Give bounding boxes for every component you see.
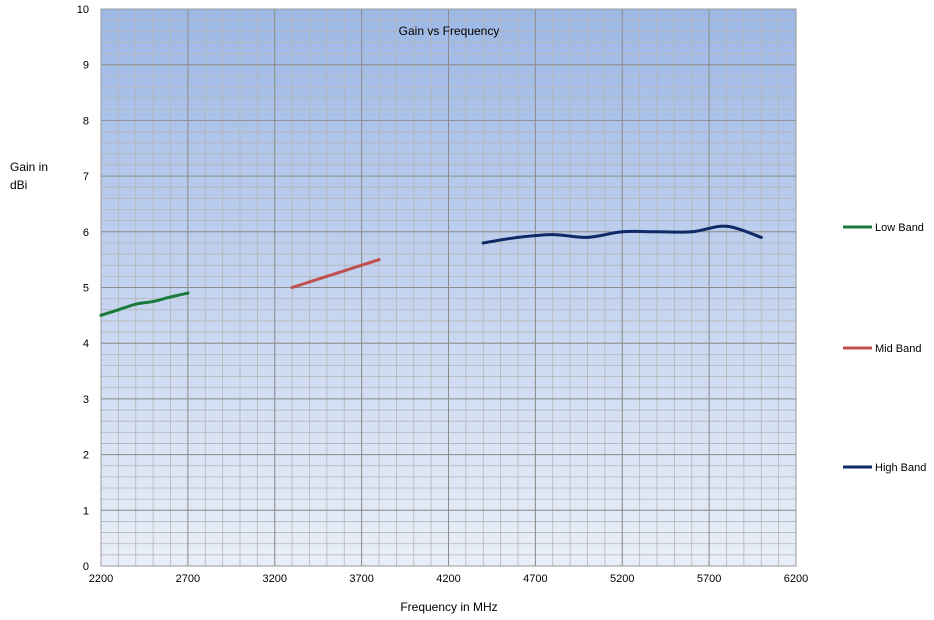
x-tick-label: 3700	[349, 573, 373, 585]
x-axis-label: Frequency in MHz	[400, 600, 497, 614]
data-point-high-band	[620, 230, 624, 234]
data-point-low-band	[134, 302, 138, 306]
series-line-mid-band	[290, 258, 381, 289]
legend-label-low-band: Low Band	[875, 222, 924, 234]
x-tick-label: 4200	[436, 573, 460, 585]
data-point-mid-band	[377, 258, 381, 262]
data-point-low-band	[116, 308, 120, 312]
data-point-high-band	[481, 241, 485, 245]
y-tick-label: 6	[83, 227, 89, 239]
data-point-high-band	[586, 235, 589, 239]
y-tick-label: 8	[83, 115, 89, 127]
y-axis-ticks: 0 1 2 3 4 5 6 7 8 9 10	[77, 4, 89, 573]
y-tick-label: 2	[83, 450, 89, 462]
data-point-low-band	[151, 299, 155, 303]
x-tick-label: 3200	[263, 573, 287, 585]
data-point-mid-band	[308, 280, 311, 284]
y-axis-label: Gain in dBi	[10, 160, 48, 192]
data-point-high-band	[516, 235, 520, 239]
data-point-low-band	[169, 295, 172, 299]
x-tick-label: 6200	[784, 573, 808, 585]
x-tick-label: 2200	[89, 573, 113, 585]
legend: Low Band Mid Band High Band	[843, 222, 926, 474]
x-tick-label: 5700	[697, 573, 721, 585]
data-point-high-band	[690, 230, 694, 234]
legend-label-mid-band: Mid Band	[875, 343, 921, 355]
chart-title: Gain vs Frequency	[399, 24, 500, 38]
data-point-mid-band	[325, 274, 329, 278]
legend-label-high-band: High Band	[875, 462, 926, 474]
data-point-low-band	[186, 291, 190, 295]
y-tick-label: 10	[77, 4, 89, 16]
y-tick-label: 1	[83, 505, 89, 517]
y-tick-label: 0	[83, 561, 89, 573]
series-layer	[99, 224, 763, 317]
data-point-high-band	[655, 230, 659, 234]
y-tick-label: 9	[83, 60, 89, 72]
x-axis-ticks: 2200 2700 3200 3700 4200 4700 5200 5700 6200	[89, 573, 808, 585]
x-tick-label: 4700	[523, 573, 547, 585]
y-tick-label: 4	[83, 338, 89, 350]
data-point-high-band	[759, 235, 763, 239]
y-tick-label: 7	[83, 171, 89, 183]
plot-border	[100, 8, 797, 567]
series-line-low-band	[99, 291, 190, 317]
data-point-low-band	[99, 313, 103, 317]
data-point-high-band	[551, 233, 555, 237]
data-point-mid-band	[360, 263, 364, 267]
x-tick-label: 2700	[176, 573, 200, 585]
data-point-mid-band	[342, 269, 346, 273]
x-tick-label: 5200	[610, 573, 634, 585]
y-tick-label: 5	[83, 283, 89, 295]
data-point-high-band	[725, 224, 728, 228]
y-tick-label: 3	[83, 394, 89, 406]
data-point-mid-band	[290, 286, 294, 289]
